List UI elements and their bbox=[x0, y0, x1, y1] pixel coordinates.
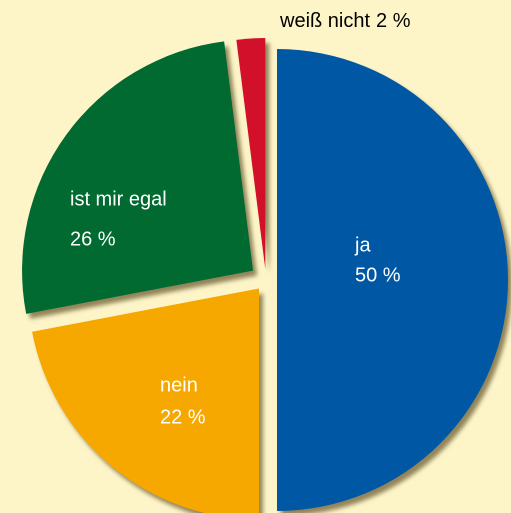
value-label: 50 % bbox=[355, 264, 401, 286]
slice-label: weiß nicht 2 % bbox=[279, 10, 411, 32]
category-label: ja bbox=[354, 234, 371, 256]
value-label: 2 % bbox=[376, 10, 411, 32]
pie-slice bbox=[32, 288, 259, 513]
pie-slice bbox=[236, 38, 266, 270]
pie-slice bbox=[277, 49, 508, 511]
value-label: 26 % bbox=[70, 228, 116, 250]
pie-slice bbox=[22, 41, 254, 314]
value-label: 22 % bbox=[160, 406, 206, 428]
category-label: ist mir egal bbox=[70, 188, 167, 210]
category-label: weiß nicht bbox=[279, 10, 370, 32]
category-label: nein bbox=[160, 374, 198, 396]
